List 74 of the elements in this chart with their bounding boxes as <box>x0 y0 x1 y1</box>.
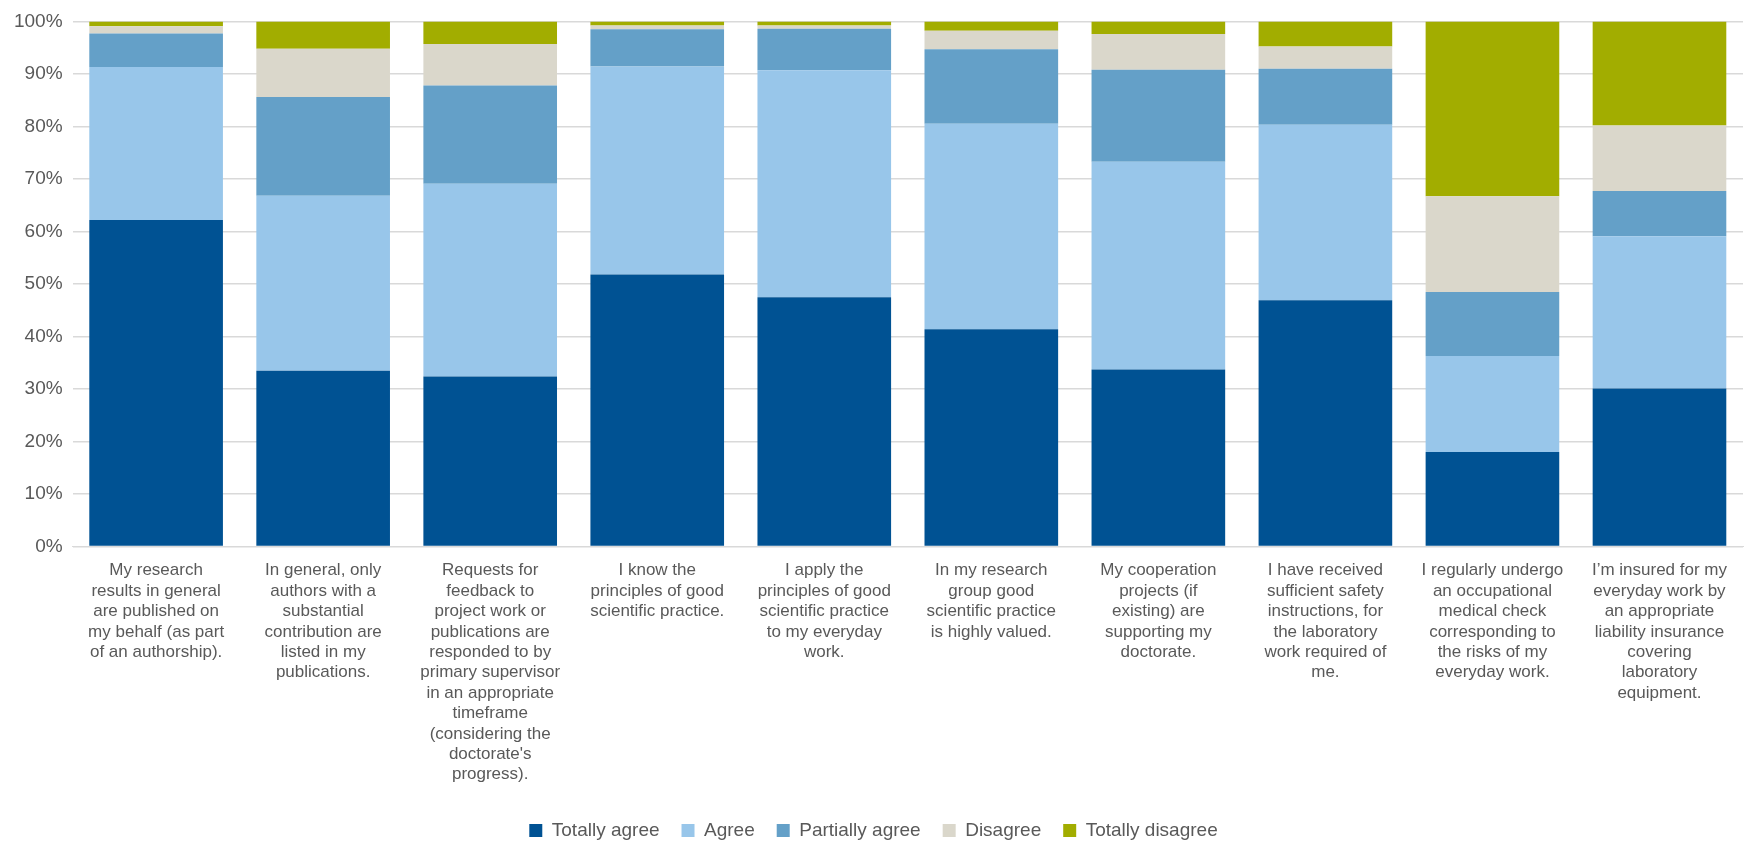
bar <box>757 21 892 26</box>
x-tick-label: My research results in general are published on my behalf (as part of an authorship). <box>88 560 225 662</box>
bar <box>757 70 892 298</box>
legend-label: Partially agree <box>799 818 921 840</box>
y-tick-label: 80% <box>24 114 63 136</box>
bar <box>1592 388 1727 546</box>
bar <box>89 67 223 220</box>
y-tick-label: 20% <box>24 429 63 451</box>
bar <box>1091 161 1226 370</box>
y-tick-label: 70% <box>24 167 63 189</box>
x-tick-label: In my research group good scientific practice is highly valued. <box>926 560 1057 641</box>
x-tick-label: My cooperation projects (if existing) are supporting my doctorate. <box>1100 560 1217 662</box>
bar <box>423 43 558 86</box>
y-tick-label: 100% <box>13 9 63 31</box>
bar <box>924 49 1059 124</box>
legend-label: Disagree <box>965 818 1042 840</box>
bar <box>423 376 558 546</box>
bar <box>924 329 1059 546</box>
bar <box>590 274 725 546</box>
bar <box>423 85 558 184</box>
y-tick-label: 50% <box>24 272 63 294</box>
bar <box>1592 125 1727 192</box>
bar <box>1258 46 1393 69</box>
bar <box>1258 124 1393 301</box>
bar <box>1091 34 1226 70</box>
bar <box>924 21 1059 31</box>
legend-label: Agree <box>704 818 755 840</box>
legend-label: Totally disagree <box>1085 818 1218 840</box>
bar <box>1425 21 1560 197</box>
bar <box>590 66 725 275</box>
x-tick-label: I apply the principles of good scientific practice to my everyday work. <box>757 560 891 662</box>
bar <box>423 183 558 377</box>
bar <box>1258 300 1393 546</box>
y-tick-label: 10% <box>24 482 63 504</box>
y-tick-label: 0% <box>35 534 63 556</box>
bar <box>256 21 390 49</box>
y-tick-label: 60% <box>24 219 63 241</box>
bar <box>757 25 892 29</box>
bar <box>423 21 558 44</box>
bar <box>256 195 390 371</box>
bar <box>1425 291 1560 356</box>
bar <box>1425 452 1560 546</box>
bar <box>89 26 223 34</box>
bar <box>590 21 725 26</box>
x-tick-label: I have received sufficient safety instructions, for the laboratory work required of me. <box>1263 560 1387 682</box>
bar <box>256 370 390 546</box>
bar <box>256 97 390 196</box>
bar <box>1592 21 1727 126</box>
bar <box>1592 236 1727 389</box>
y-tick-label: 40% <box>24 324 63 346</box>
x-tick-label: I’m insured for my everyday work by an appropriate liability insurance covering laboratory equipment. <box>1591 560 1728 702</box>
bar <box>1091 369 1226 546</box>
bar <box>256 48 390 98</box>
y-tick-label: 30% <box>24 377 63 399</box>
x-tick-label: In general, only authors with a substantial contribution are listed in my publications. <box>264 560 382 682</box>
bar <box>1091 69 1226 162</box>
bar <box>590 29 725 67</box>
bar <box>924 30 1059 50</box>
bar <box>1592 191 1727 237</box>
x-tick-label: I know the principles of good scientific practice. <box>590 560 725 621</box>
bar <box>757 297 892 546</box>
bar <box>1425 355 1560 453</box>
bar <box>89 219 223 546</box>
category-label: Requests for feedback to project work or publications are responded to by primary supervisor in an appropriate timeframe (considering the doctorate's progress). <box>420 560 561 784</box>
y-tick-label: 90% <box>24 62 63 84</box>
bar <box>1091 21 1226 35</box>
x-tick-label: I regularly undergo an occupational medical check corresponding to the risks of my everyday work. <box>1421 560 1564 682</box>
bar <box>1258 68 1393 125</box>
bar <box>757 28 892 71</box>
bar <box>89 33 223 68</box>
bar <box>1425 196 1560 292</box>
bar <box>1258 21 1393 47</box>
bar <box>924 123 1059 330</box>
legend-label: Totally agree <box>551 818 660 840</box>
